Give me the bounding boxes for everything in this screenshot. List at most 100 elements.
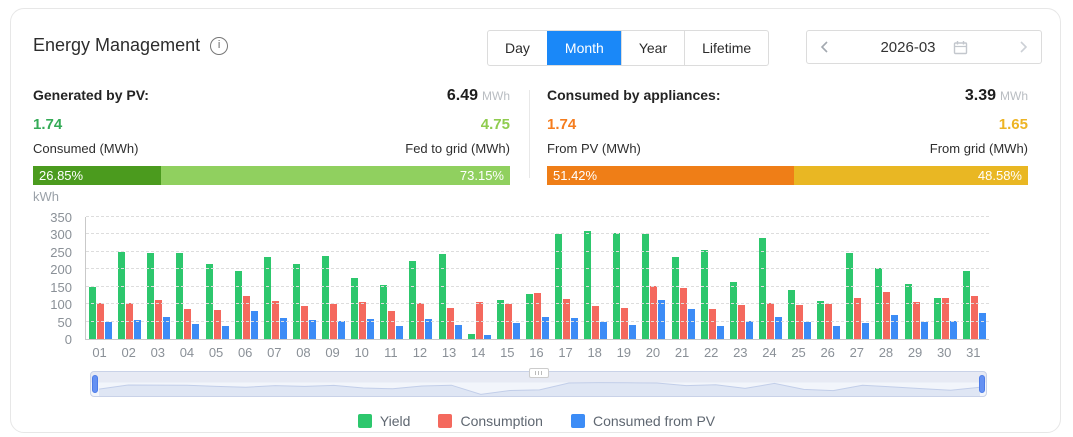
bar-consumed-from-pv[interactable] bbox=[629, 325, 637, 339]
bar-yield[interactable] bbox=[671, 257, 679, 339]
bar-consumed-from-pv[interactable] bbox=[949, 321, 957, 339]
bar-consumed-from-pv[interactable] bbox=[687, 309, 695, 339]
bar-consumed-from-pv[interactable] bbox=[920, 322, 928, 339]
chevron-right-icon[interactable] bbox=[1019, 40, 1028, 54]
bar-consumption[interactable] bbox=[475, 302, 483, 339]
bar-consumed-from-pv[interactable] bbox=[163, 317, 171, 339]
bar-consumption[interactable] bbox=[883, 292, 891, 339]
bar-consumption[interactable] bbox=[300, 306, 308, 339]
bar-consumption[interactable] bbox=[446, 308, 454, 339]
bar-yield[interactable] bbox=[205, 264, 213, 339]
bar-yield[interactable] bbox=[351, 278, 359, 339]
bar-consumed-from-pv[interactable] bbox=[658, 300, 666, 339]
bar-consumed-from-pv[interactable] bbox=[716, 326, 724, 339]
bar-consumed-from-pv[interactable] bbox=[804, 322, 812, 339]
bar-consumed-from-pv[interactable] bbox=[571, 318, 579, 339]
bar-consumed-from-pv[interactable] bbox=[425, 319, 433, 339]
bar-consumed-from-pv[interactable] bbox=[978, 313, 986, 339]
date-value[interactable]: 2026-03 bbox=[880, 38, 936, 56]
bar-consumption[interactable] bbox=[679, 288, 687, 339]
bar-yield[interactable] bbox=[263, 257, 271, 339]
bar-consumed-from-pv[interactable] bbox=[134, 320, 142, 339]
chevron-left-icon[interactable] bbox=[820, 40, 829, 54]
bar-yield[interactable] bbox=[846, 253, 854, 339]
bar-yield[interactable] bbox=[496, 300, 504, 339]
bar-yield[interactable] bbox=[758, 238, 766, 339]
bar-yield[interactable] bbox=[438, 254, 446, 339]
bar-consumed-from-pv[interactable] bbox=[774, 317, 782, 339]
bar-consumption[interactable] bbox=[359, 302, 367, 339]
bar-yield[interactable] bbox=[409, 261, 417, 339]
bar-consumption[interactable] bbox=[854, 298, 862, 339]
legend-consumed-from-pv[interactable]: Consumed from PV bbox=[570, 413, 715, 429]
gridline bbox=[86, 268, 989, 270]
bar-yield[interactable] bbox=[962, 271, 970, 339]
date-picker[interactable]: 2026-03 bbox=[806, 30, 1042, 64]
bar-yield[interactable] bbox=[380, 285, 388, 339]
bar-yield[interactable] bbox=[904, 284, 912, 339]
bar-consumed-from-pv[interactable] bbox=[833, 326, 841, 339]
bar-yield[interactable] bbox=[525, 294, 533, 339]
bar-consumption[interactable] bbox=[533, 293, 541, 339]
bar-consumption[interactable] bbox=[737, 305, 745, 339]
bar-yield[interactable] bbox=[234, 271, 242, 339]
bar-yield[interactable] bbox=[729, 282, 737, 339]
bar-consumed-from-pv[interactable] bbox=[541, 317, 549, 339]
bar-yield[interactable] bbox=[322, 256, 330, 339]
bar-consumption[interactable] bbox=[912, 302, 920, 339]
slider-grip-icon[interactable] bbox=[528, 368, 549, 378]
bar-consumed-from-pv[interactable] bbox=[483, 335, 491, 339]
slider-handle-right[interactable] bbox=[979, 375, 985, 393]
bar-consumption[interactable] bbox=[650, 286, 658, 339]
bar-consumption[interactable] bbox=[592, 306, 600, 339]
tab-lifetime[interactable]: Lifetime bbox=[684, 31, 768, 65]
bar-consumed-from-pv[interactable] bbox=[600, 322, 608, 339]
bar-consumption[interactable] bbox=[941, 298, 949, 339]
bar-yield[interactable] bbox=[292, 264, 300, 339]
bar-consumption[interactable] bbox=[388, 311, 396, 339]
bar-yield[interactable] bbox=[788, 290, 796, 339]
bar-yield[interactable] bbox=[700, 250, 708, 339]
bar-consumed-from-pv[interactable] bbox=[308, 320, 316, 339]
bar-consumed-from-pv[interactable] bbox=[192, 324, 200, 339]
bar-yield[interactable] bbox=[89, 287, 97, 339]
bar-consumption[interactable] bbox=[708, 309, 716, 339]
bar-consumption[interactable] bbox=[213, 310, 221, 339]
bar-consumed-from-pv[interactable] bbox=[250, 311, 258, 339]
bar-consumption[interactable] bbox=[155, 300, 163, 339]
bar-consumption[interactable] bbox=[796, 305, 804, 339]
bar-consumed-from-pv[interactable] bbox=[454, 325, 462, 339]
bar-yield[interactable] bbox=[933, 298, 941, 339]
bar-consumed-from-pv[interactable] bbox=[279, 318, 287, 339]
bar-yield[interactable] bbox=[584, 231, 592, 339]
bar-consumed-from-pv[interactable] bbox=[221, 326, 229, 339]
bar-yield[interactable] bbox=[176, 253, 184, 339]
bar-consumed-from-pv[interactable] bbox=[891, 315, 899, 339]
bar-consumed-from-pv[interactable] bbox=[338, 321, 346, 339]
bar-consumption[interactable] bbox=[970, 296, 978, 339]
bar-consumed-from-pv[interactable] bbox=[512, 323, 520, 339]
bar-consumption[interactable] bbox=[563, 299, 571, 339]
bar-consumed-from-pv[interactable] bbox=[105, 322, 113, 339]
legend-yield[interactable]: Yield bbox=[357, 413, 410, 429]
tab-year[interactable]: Year bbox=[620, 31, 684, 65]
legend-consumption[interactable]: Consumption bbox=[438, 413, 543, 429]
calendar-icon[interactable] bbox=[953, 40, 968, 55]
bar-consumed-from-pv[interactable] bbox=[862, 323, 870, 339]
bar-consumed-from-pv[interactable] bbox=[367, 319, 375, 339]
bar-consumption[interactable] bbox=[242, 296, 250, 339]
bar-yield[interactable] bbox=[147, 253, 155, 339]
tab-month[interactable]: Month bbox=[546, 31, 621, 65]
bar-yield[interactable] bbox=[817, 301, 825, 339]
bar-yield[interactable] bbox=[467, 334, 475, 339]
bar-consumed-from-pv[interactable] bbox=[396, 326, 404, 339]
bar-consumption[interactable] bbox=[184, 309, 192, 339]
bar-consumption[interactable] bbox=[271, 301, 279, 339]
tab-day[interactable]: Day bbox=[505, 40, 530, 56]
bar-consumed-from-pv[interactable] bbox=[745, 321, 753, 339]
info-icon[interactable]: i bbox=[210, 36, 229, 55]
bar-yield[interactable] bbox=[118, 252, 126, 339]
data-zoom-slider[interactable] bbox=[90, 368, 987, 397]
bar-consumption[interactable] bbox=[621, 308, 629, 339]
slider-handle-left[interactable] bbox=[92, 375, 98, 393]
